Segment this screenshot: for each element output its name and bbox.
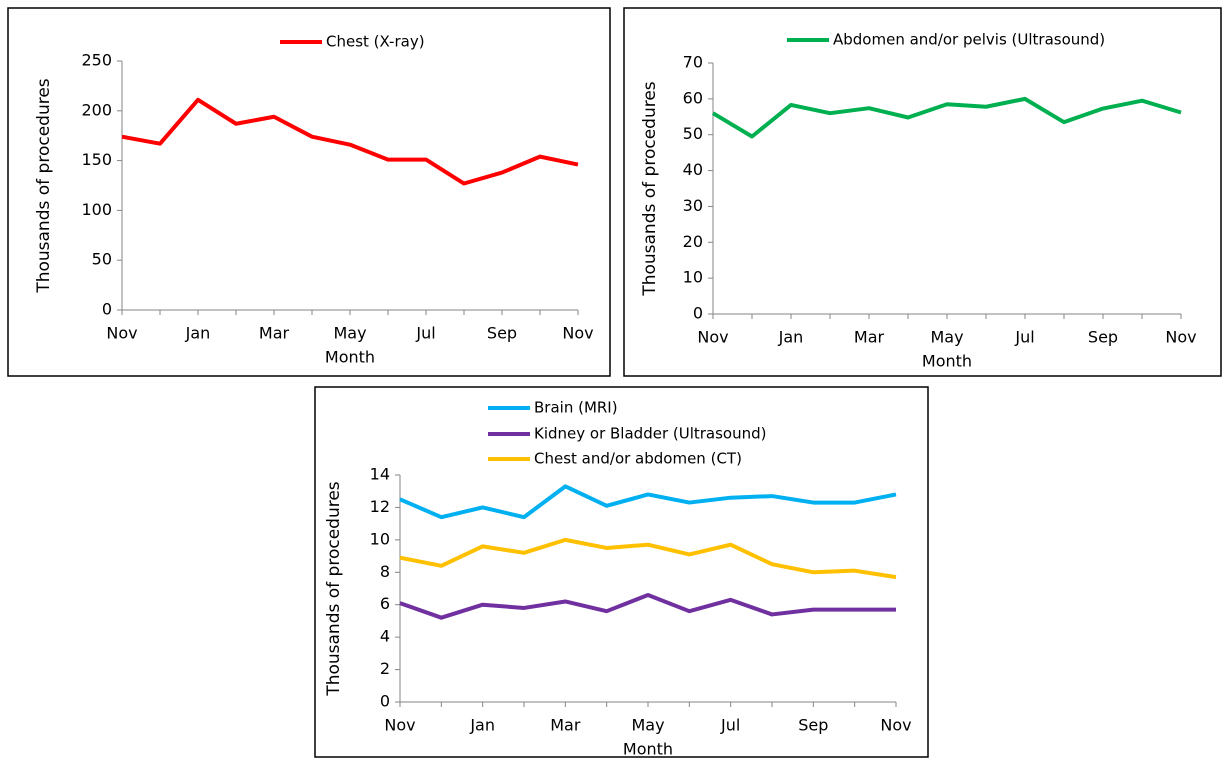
series-line	[399, 484, 897, 520]
y-tick-label: 8	[380, 562, 390, 581]
legend-label: Brain (MRI)	[534, 399, 618, 417]
x-tick-label: Nov	[880, 716, 911, 735]
x-tick-label: Jan	[185, 324, 211, 343]
x-tick-label: Mar	[854, 328, 885, 347]
x-tick-label: Nov	[106, 324, 137, 343]
y-tick-label: 70	[683, 53, 703, 72]
y-tick-label: 14	[370, 465, 390, 484]
x-axis-label: Month	[623, 740, 673, 758]
y-tick-label: 60	[683, 88, 703, 107]
x-tick-label: Sep	[487, 324, 517, 343]
x-axis-label: Month	[325, 348, 375, 367]
x-tick-label: Jul	[1014, 328, 1034, 347]
y-tick-label: 250	[81, 51, 112, 70]
x-tick-label: Jan	[469, 716, 495, 735]
x-tick-label: Jan	[778, 328, 804, 347]
series-line	[399, 592, 896, 620]
y-tick-label: 2	[380, 659, 390, 678]
series-line	[399, 537, 897, 580]
y-tick-label: 10	[683, 268, 703, 287]
x-tick-label: Nov	[1165, 328, 1196, 347]
x-tick-label: Mar	[550, 716, 581, 735]
y-tick-label: 50	[92, 250, 112, 269]
x-tick-label: Nov	[384, 716, 415, 735]
chart-frame	[314, 386, 929, 758]
chart-frame	[623, 7, 1222, 377]
y-tick-label: 100	[81, 200, 112, 219]
x-tick-label: Sep	[798, 716, 828, 735]
y-axis-label: Thousands of procedures	[34, 78, 54, 293]
legend-label: Chest and/or abdomen (CT)	[534, 450, 742, 468]
x-tick-label: May	[333, 324, 366, 343]
x-tick-label: Jul	[720, 716, 740, 735]
y-tick-label: 40	[683, 160, 703, 179]
y-tick-label: 12	[370, 497, 390, 516]
chart-frame	[7, 7, 611, 377]
y-tick-label: 50	[683, 124, 703, 143]
legend-label: Kidney or Bladder (Ultrasound)	[534, 425, 767, 443]
x-tick-label: May	[631, 716, 664, 735]
y-axis-label: Thousands of procedures	[324, 481, 344, 696]
x-tick-label: May	[930, 328, 963, 347]
x-tick-label: Jul	[415, 324, 435, 343]
series-line	[711, 96, 1182, 139]
y-tick-label: 0	[380, 692, 390, 711]
x-tick-label: Nov	[562, 324, 593, 343]
y-tick-label: 4	[380, 627, 390, 646]
y-tick-label: 20	[683, 232, 703, 251]
x-tick-label: Mar	[259, 324, 290, 343]
y-tick-label: 0	[102, 300, 112, 319]
y-tick-label: 0	[693, 304, 703, 323]
y-tick-label: 200	[81, 100, 112, 119]
legend-label: Chest (X-ray)	[326, 33, 425, 51]
legend-label: Abdomen and/or pelvis (Ultrasound)	[833, 31, 1105, 49]
x-axis-label: Month	[922, 352, 972, 371]
y-tick-label: 10	[370, 529, 390, 548]
y-tick-label: 6	[380, 594, 390, 613]
y-axis-label: Thousands of procedures	[640, 81, 660, 296]
x-tick-label: Nov	[697, 328, 728, 347]
x-tick-label: Sep	[1088, 328, 1118, 347]
y-tick-label: 30	[683, 196, 703, 215]
series-line	[121, 97, 579, 186]
y-tick-label: 150	[81, 150, 112, 169]
